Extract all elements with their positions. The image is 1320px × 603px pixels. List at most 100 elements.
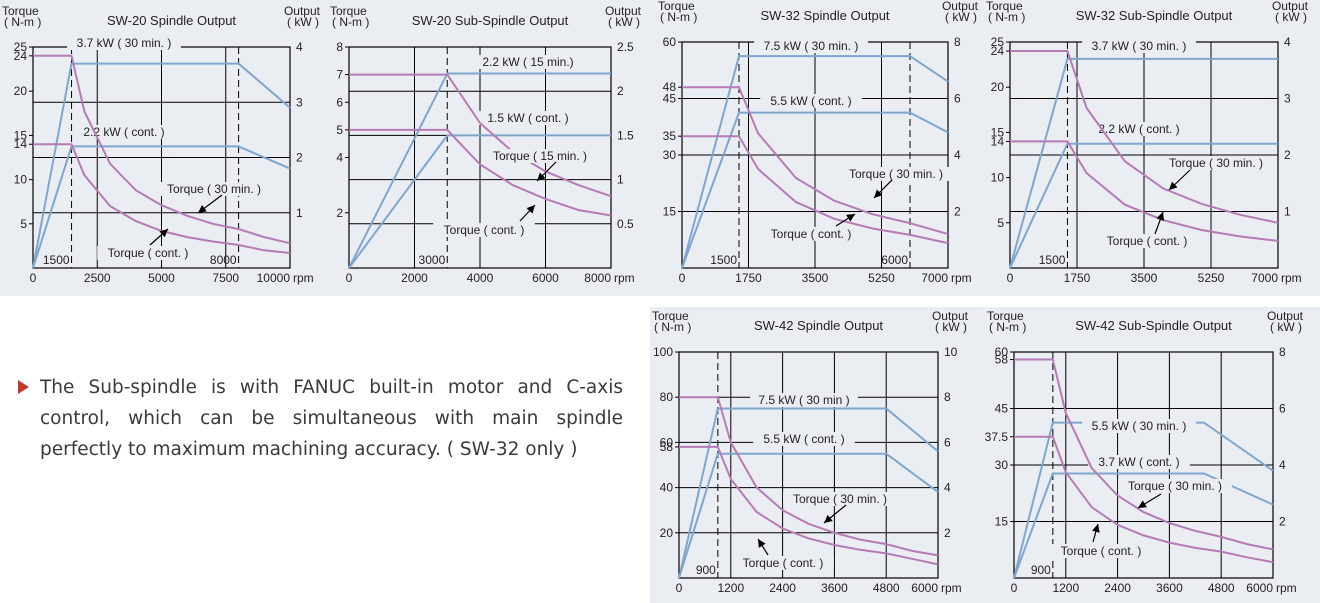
output-axis-unit: ( kW ) <box>608 15 640 29</box>
feature-note: The Sub-spindle is with FANUC built-in m… <box>18 372 623 465</box>
power-curve <box>348 72 611 269</box>
x-tick-label: 5250 <box>1198 271 1225 285</box>
series-label-bg <box>760 227 862 241</box>
chart-title: SW-20 Sub-Spindle Output <box>412 13 569 28</box>
series-label-bg <box>477 111 579 125</box>
x-tick-label: 3600 <box>1156 581 1183 595</box>
power-series-label: 3.7 kW ( 30 min. ) <box>1092 39 1187 53</box>
chart-title: SW-32 Sub-Spindle Output <box>1076 8 1233 23</box>
torque-series-label: Torque ( 30 min. ) <box>793 492 887 506</box>
x-unit-label: rpm <box>1281 271 1302 285</box>
torque-tick-label: 15 <box>663 205 677 219</box>
x-tick-label: 0 <box>676 581 683 595</box>
x-unit-label: rpm <box>941 581 962 595</box>
power-series-label: 2.2 kW ( cont. ) <box>83 125 164 139</box>
torque-tick-label: 60 <box>660 435 674 449</box>
power-tick-label: 1 <box>296 206 303 220</box>
torque-series-label: Torque ( 30 min. ) <box>1128 479 1222 493</box>
torque-tick-label: 5 <box>336 123 343 137</box>
base-speed-label: 1500 <box>710 253 737 267</box>
x-tick-label: 1200 <box>717 581 744 595</box>
torque-axis-label: Torque <box>330 4 367 18</box>
series-label-bg <box>483 149 597 163</box>
output-axis-unit: ( kW ) <box>287 15 319 29</box>
power-tick-label: 1 <box>1284 205 1291 219</box>
series-label-bg <box>474 55 582 69</box>
power-curve <box>32 145 291 269</box>
power-tick-label: 8 <box>1279 345 1286 359</box>
power-tick-label: 0.5 <box>617 217 634 231</box>
output-axis-unit: ( kW ) <box>1275 10 1307 24</box>
callout-arrow-head <box>198 205 207 213</box>
series-label-bg <box>753 432 855 446</box>
power-tick-label: 4 <box>296 40 303 54</box>
series-label-bg <box>1088 122 1190 136</box>
power-tick-label: 4 <box>1284 35 1291 49</box>
torque-curve <box>679 445 939 566</box>
series-label-bg <box>1118 479 1232 493</box>
x-tick-label: 1750 <box>1064 271 1091 285</box>
x-tick-label: 7500 <box>212 271 239 285</box>
torque-series-label: Torque ( cont. ) <box>1061 544 1142 558</box>
output-axis-label: Output <box>932 309 969 323</box>
chart-title: SW-42 Sub-Spindle Output <box>1075 318 1232 333</box>
series-label-bg <box>732 556 834 570</box>
power-tick-label: 6 <box>1279 402 1286 416</box>
power-tick-label: 10 <box>944 345 958 359</box>
torque-tick-label: 15 <box>991 125 1005 139</box>
power-tick-label: 2 <box>617 84 624 98</box>
x-tick-label: 1750 <box>735 271 762 285</box>
feature-note-text: The Sub-spindle is with FANUC built-in m… <box>40 377 623 460</box>
torque-curve <box>1010 50 1279 224</box>
x-tick-label: 3500 <box>1131 271 1158 285</box>
torque-axis-label: Torque <box>658 0 695 13</box>
series-label-bg <box>73 125 175 139</box>
base-speed-label: 1500 <box>43 253 70 267</box>
callout-arrow-head <box>159 229 168 238</box>
torque-series-label: Torque ( cont. ) <box>108 246 189 260</box>
output-axis-label: Output <box>605 4 642 18</box>
x-tick-label: 10000 <box>257 271 291 285</box>
torque-curve <box>682 86 949 236</box>
callout-arrow-head <box>1156 212 1165 221</box>
torque-curve <box>1014 435 1274 564</box>
torque-axis-unit: ( N-m ) <box>4 15 41 29</box>
power-tick-label: 2 <box>1284 148 1291 162</box>
torque-tick-label: 2 <box>336 206 343 220</box>
torque-series-label: Torque ( 30 min. ) <box>167 182 261 196</box>
power-series-label: 3.7 kW ( 30 min. ) <box>77 36 172 50</box>
x-tick-label: 7000 <box>1251 271 1278 285</box>
power-series-label: 5.5 kW ( cont. ) <box>763 432 844 446</box>
torque-curve <box>682 135 949 245</box>
x-tick-label: 2500 <box>84 271 111 285</box>
torque-tick-label: 5 <box>997 216 1004 230</box>
x-tick-label: 3600 <box>821 581 848 595</box>
torque-tick-label: 7 <box>336 68 343 82</box>
x-unit-label: rpm <box>614 271 635 285</box>
power-series-label: 2.2 kW ( cont. ) <box>1098 122 1179 136</box>
callout-arrow-head <box>846 214 855 222</box>
torque-tick-label: 58 <box>660 440 674 454</box>
power-curve <box>678 407 939 579</box>
chart-sw32-spindle: 1500 6000 7.5 kW ( 30 min. ) 5.5 kW ( cont.… <box>658 0 979 285</box>
callout-arrow-head <box>874 189 883 198</box>
base-speed-label: 6000 <box>881 253 908 267</box>
callout-arrow-head <box>1092 524 1100 533</box>
x-tick-label: 0 <box>30 271 37 285</box>
torque-tick-label: 14 <box>14 137 28 151</box>
series-label-bg <box>1082 419 1196 433</box>
callout-arrow-head <box>1169 181 1178 190</box>
torque-series-label: Torque ( 30 min. ) <box>849 167 943 181</box>
output-axis-label: Output <box>284 4 321 18</box>
torque-axis-label: Torque <box>2 4 39 18</box>
x-tick-label: 5000 <box>148 271 175 285</box>
x-tick-label: 8000 <box>584 271 611 285</box>
base-speed-label: 900 <box>696 563 716 577</box>
chart-title: SW-42 Spindle Output <box>754 318 883 333</box>
chart-title: SW-32 Spindle Output <box>760 8 889 23</box>
power-tick-label: 4 <box>944 481 951 495</box>
torque-tick-label: 25 <box>991 35 1005 49</box>
x-tick-label: 4000 <box>467 271 494 285</box>
x-unit-label: rpm <box>293 271 314 285</box>
x-tick-label: 6000 <box>911 581 938 595</box>
